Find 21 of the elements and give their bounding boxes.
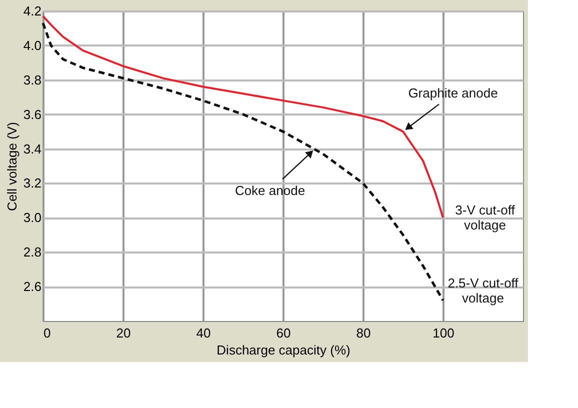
x-axis-title: Discharge capacity (%) bbox=[216, 342, 350, 358]
x-tick-label: 60 bbox=[276, 326, 291, 340]
y-tick-label: 3.0 bbox=[23, 210, 42, 226]
annotation: 2.5-V cut-off voltage bbox=[448, 275, 519, 306]
y-tick-label: 4.2 bbox=[23, 4, 42, 18]
x-tick-label: 100 bbox=[432, 326, 454, 340]
annotation: Coke anode bbox=[234, 182, 306, 198]
x-tick-label: 40 bbox=[196, 326, 211, 340]
y-axis-title: Cell voltage (V) bbox=[4, 122, 20, 211]
y-tick-label: 3.8 bbox=[23, 72, 42, 88]
y-tick-label: 2.6 bbox=[23, 279, 42, 294]
y-tick-label: 3.6 bbox=[23, 106, 42, 122]
y-tick-label: 3.4 bbox=[23, 141, 42, 156]
x-tick-label: 20 bbox=[116, 326, 131, 340]
y-tick-label: 3.2 bbox=[23, 176, 42, 191]
y-tick-label: 4.0 bbox=[23, 38, 42, 53]
y-tick-label: 2.8 bbox=[23, 244, 42, 260]
x-tick-label: 0 bbox=[44, 326, 51, 340]
annotation: 3-V cut-off voltage bbox=[455, 202, 516, 233]
annotation: Graphite anode bbox=[408, 86, 498, 101]
x-tick-label: 80 bbox=[356, 326, 371, 340]
